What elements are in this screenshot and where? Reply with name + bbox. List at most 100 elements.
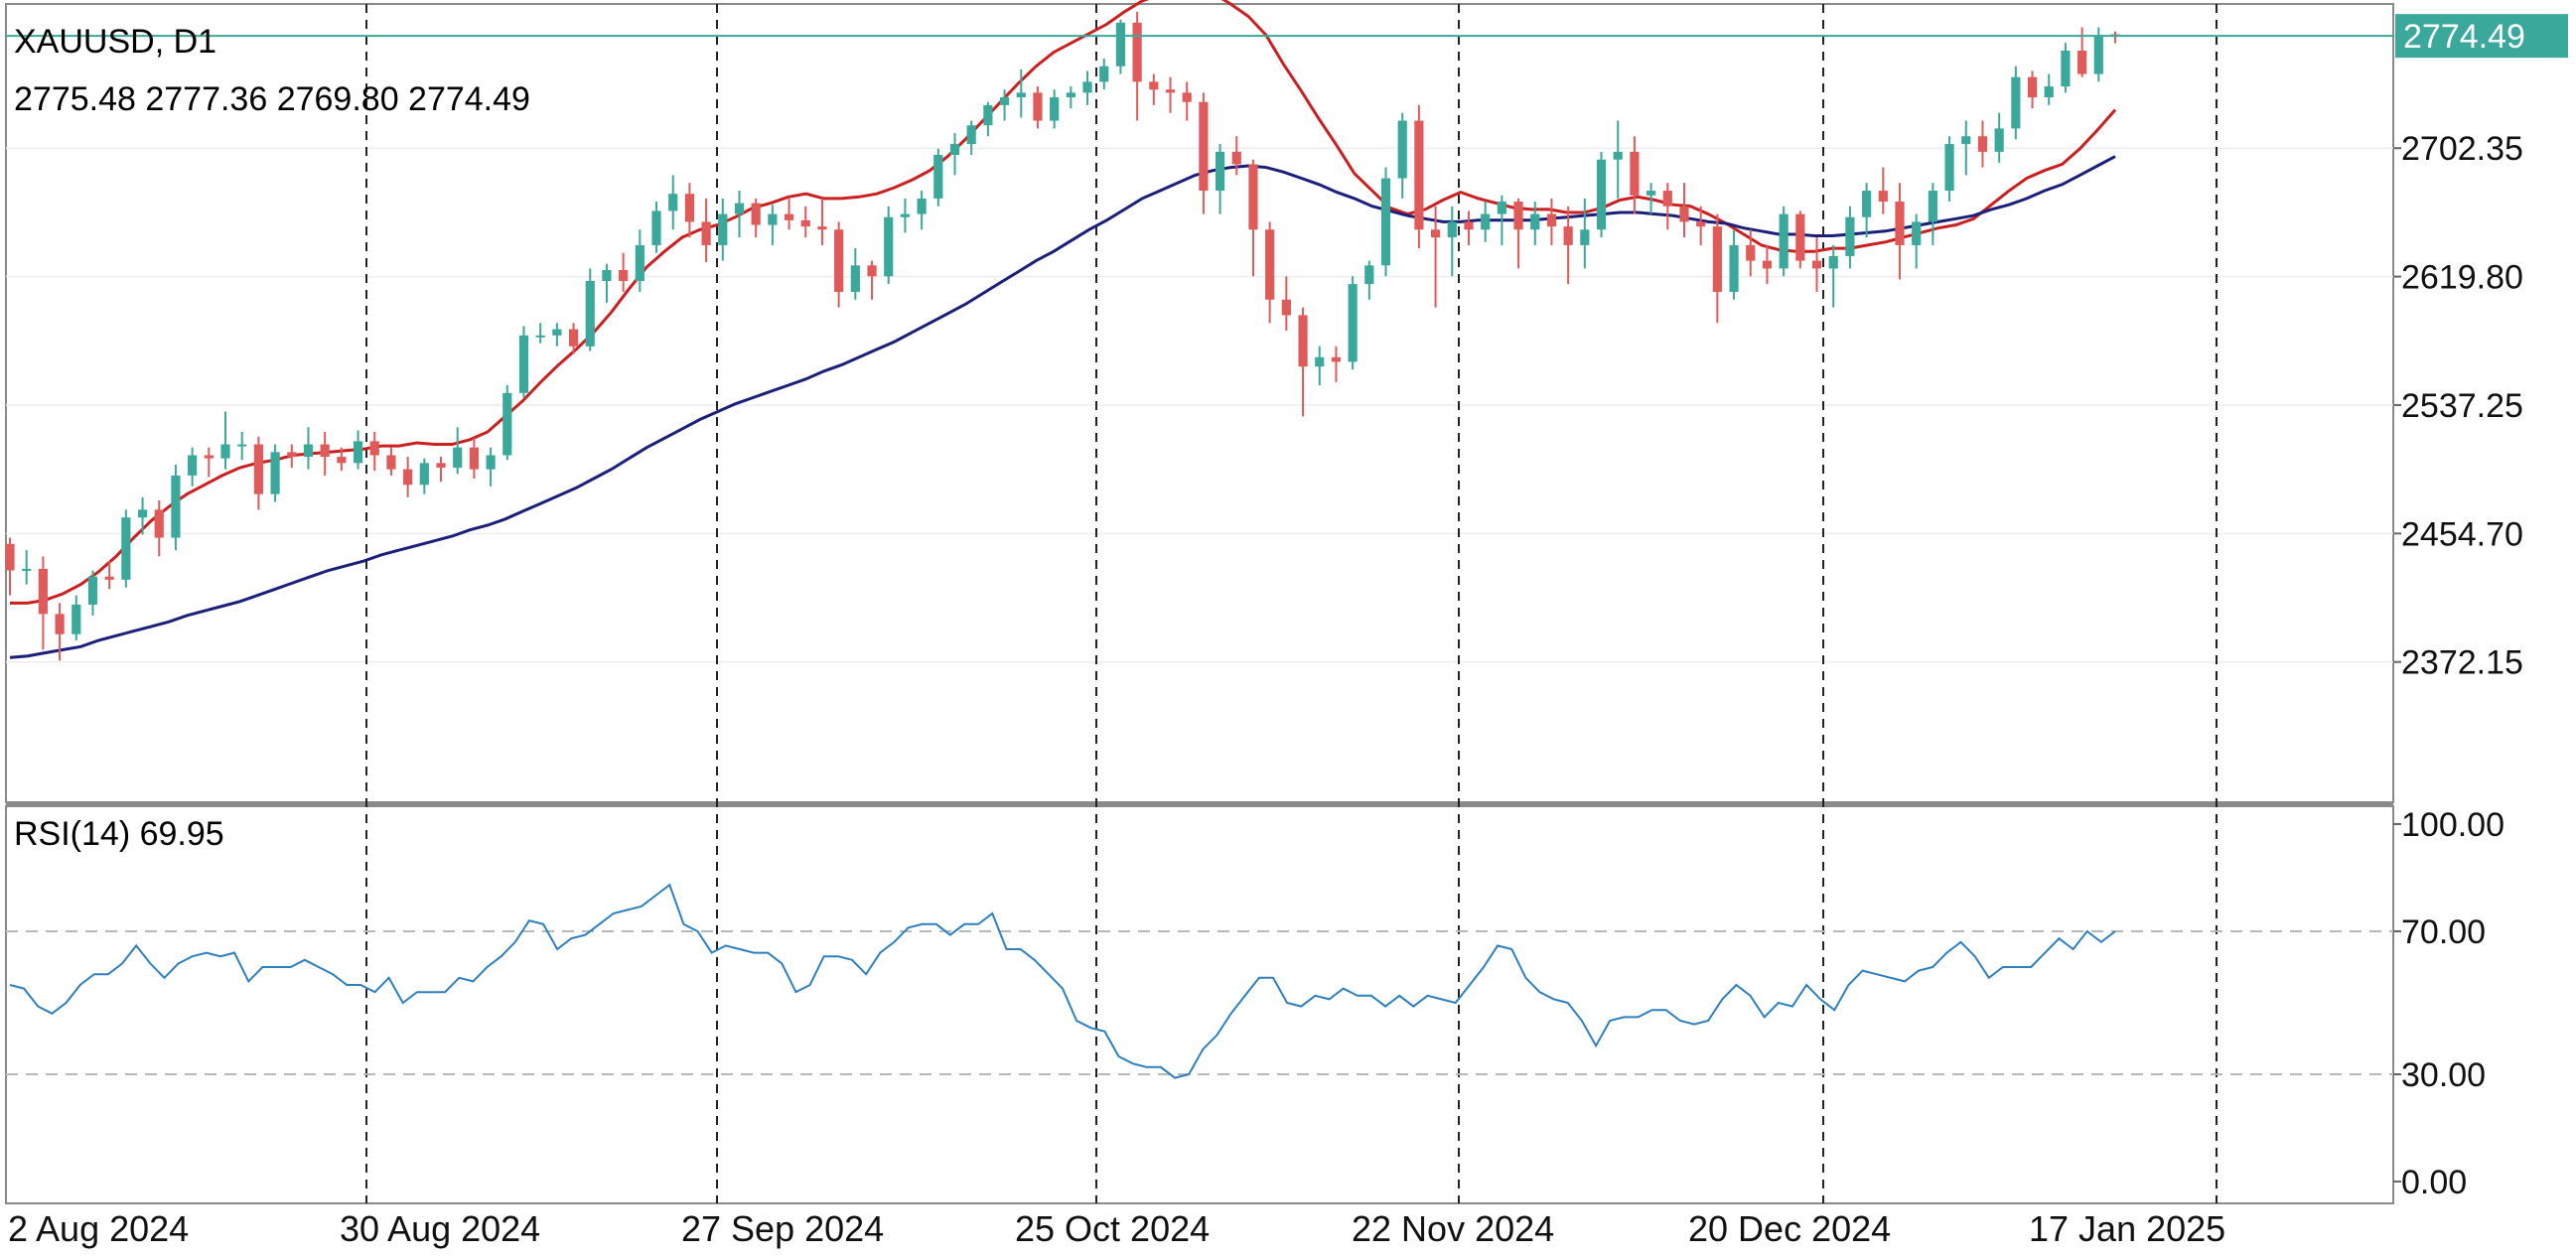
candle-body	[220, 444, 230, 459]
ohlc-readout: 2775.48 2777.36 2769.80 2774.49	[14, 80, 530, 118]
candle-body	[949, 144, 960, 156]
rsi-tick-label: 0.00	[2401, 1164, 2467, 1201]
candle-body	[204, 455, 214, 459]
candle-body	[602, 270, 612, 281]
candle-body	[403, 469, 413, 486]
x-tick-label: 27 Sep 2024	[681, 1208, 884, 1249]
candle-body	[2044, 86, 2054, 98]
candle-body	[419, 463, 429, 486]
candle-body	[320, 444, 330, 458]
rsi-pane-border	[5, 805, 2394, 1204]
candle-body	[1828, 255, 1838, 269]
candle-body	[137, 509, 148, 518]
candle-body	[1414, 120, 1424, 230]
candle-body	[1464, 221, 1474, 230]
candle-body	[1082, 81, 1092, 93]
rsi-tick-label: 30.00	[2401, 1056, 2486, 1094]
candle-body	[1961, 136, 1971, 145]
candle-body	[1811, 260, 1822, 269]
candle-body	[585, 280, 595, 347]
x-tick-label: 2 Aug 2024	[8, 1208, 189, 1249]
candle-body	[72, 604, 81, 634]
candle-body	[1050, 97, 1060, 121]
symbol-title: XAUUSD, D1	[14, 23, 217, 61]
price-tick-label: 2372.15	[2401, 644, 2523, 682]
candle-body	[188, 455, 198, 476]
candle-body	[800, 219, 810, 227]
candle-body	[1231, 151, 1241, 165]
candle-body	[1132, 22, 1142, 82]
candle-body	[1613, 151, 1623, 160]
candle-body	[1380, 178, 1391, 266]
candle-body	[1878, 191, 1888, 203]
candle-body	[1580, 229, 1590, 245]
candle-body	[1481, 213, 1491, 230]
candle-body	[917, 198, 927, 214]
candle-body	[768, 213, 778, 225]
candle-body	[1912, 221, 1922, 245]
candle-body	[237, 444, 247, 447]
candle-body	[850, 265, 860, 292]
candle-body	[1646, 191, 1656, 196]
candle-body	[1066, 92, 1075, 98]
candle-body	[2011, 76, 2021, 129]
candle-body	[1331, 356, 1342, 362]
candle-body	[1265, 229, 1275, 300]
candle-body	[535, 335, 545, 338]
candle-body	[635, 244, 644, 281]
rsi-tick-label: 100.00	[2401, 806, 2504, 844]
candle-body	[171, 475, 181, 538]
rsi-layer	[6, 883, 2393, 1079]
candle-body	[751, 203, 761, 225]
candle-body	[1662, 191, 1672, 207]
candle-body	[1016, 92, 1026, 98]
candle-body	[369, 441, 379, 456]
candle-body	[867, 265, 877, 277]
price-tick-label: 2537.25	[2401, 387, 2523, 425]
candle-body	[900, 213, 911, 217]
price-tick-label: 2702.35	[2401, 130, 2523, 168]
current-price-badge	[2395, 14, 2568, 59]
x-tick-label: 30 Aug 2024	[340, 1208, 540, 1249]
candle-body	[718, 213, 728, 245]
candle-body	[668, 194, 678, 211]
candle-body	[1944, 144, 1954, 192]
candle-body	[966, 125, 976, 145]
slow-moving-average-line	[9, 155, 2116, 659]
candle-body	[1099, 66, 1109, 82]
candle-body	[1563, 226, 1573, 245]
candle-body	[1596, 159, 1607, 230]
candle-body	[834, 229, 844, 292]
candle-body	[253, 444, 263, 494]
candle-body	[1712, 226, 1722, 292]
candle-body	[2077, 51, 2087, 74]
candle-body	[303, 444, 314, 458]
candle-body	[684, 194, 694, 222]
candle-body	[287, 452, 297, 458]
candle-body	[1729, 244, 1739, 292]
candle-body	[1149, 81, 1159, 90]
candle-body	[1513, 202, 1523, 230]
candle-body	[1281, 299, 1291, 316]
candle-body	[486, 455, 496, 470]
candle-body	[5, 543, 15, 571]
candle-body	[1248, 164, 1258, 230]
candle-body	[1762, 260, 1773, 269]
candle-body	[1779, 213, 1789, 269]
axis-layer: 2702.35 2619.80 2537.25 2454.70 2372.15 2774.…	[6, 14, 2568, 1249]
symbol-name: XAUUSD	[14, 23, 155, 61]
candle-body	[469, 447, 479, 470]
candle-body	[1348, 284, 1358, 362]
x-tick-label: 20 Dec 2024	[1688, 1208, 1891, 1249]
candle-body	[619, 270, 629, 281]
candle-body	[1977, 136, 1988, 152]
candle-body	[2061, 51, 2071, 87]
candle-body	[55, 614, 65, 634]
candle-body	[337, 457, 347, 464]
rsi-label: RSI(14) 69.95	[14, 815, 224, 853]
candle-body	[1298, 315, 1308, 367]
candle-body	[121, 517, 131, 580]
candle-body	[1364, 265, 1374, 285]
current-price-badge-label: 2774.49	[2403, 18, 2525, 56]
candle-body	[1795, 213, 1805, 261]
